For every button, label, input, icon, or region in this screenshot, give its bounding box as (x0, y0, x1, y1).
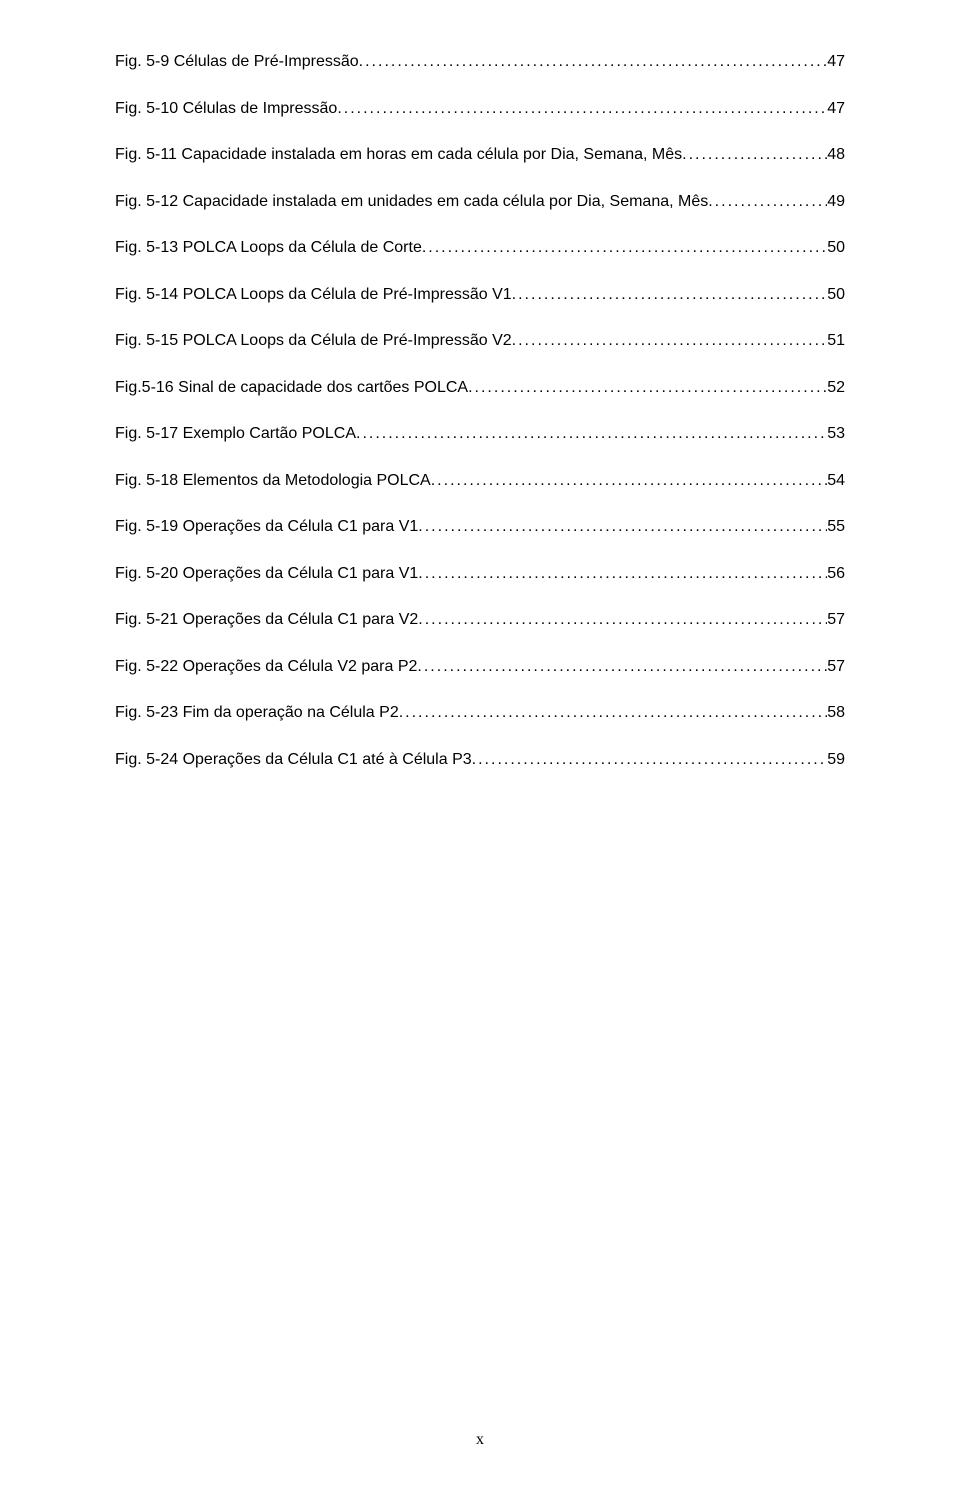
figure-entry: Fig. 5-15 POLCA Loops da Célula de Pré-I… (115, 329, 845, 353)
leader-dots (399, 701, 827, 725)
figure-page: 49 (827, 190, 845, 214)
figure-entry: Fig. 5-18 Elementos da Metodologia POLCA… (115, 469, 845, 493)
figure-label: Fig. 5-15 POLCA Loops da Célula de Pré-I… (115, 329, 512, 353)
figure-page: 50 (827, 236, 845, 260)
figure-label: Fig.5-16 Sinal de capacidade dos cartões… (115, 376, 468, 400)
figure-page: 55 (827, 515, 845, 539)
figure-label: Fig. 5-13 POLCA Loops da Célula de Corte (115, 236, 422, 260)
figure-label: Fig. 5-9 Células de Pré-Impressão (115, 50, 359, 74)
figure-page: 57 (827, 608, 845, 632)
figure-label: Fig. 5-10 Células de Impressão (115, 97, 337, 121)
figure-entry: Fig. 5-21 Operações da Célula C1 para V2… (115, 608, 845, 632)
figure-list: Fig. 5-9 Células de Pré-Impressão47Fig. … (115, 50, 845, 772)
figure-entry: Fig. 5-22 Operações da Célula V2 para P2… (115, 655, 845, 679)
figure-label: Fig. 5-11 Capacidade instalada em horas … (115, 143, 682, 167)
leader-dots (356, 422, 827, 446)
leader-dots (682, 143, 827, 167)
figure-entry: Fig. 5-14 POLCA Loops da Célula de Pré-I… (115, 283, 845, 307)
figure-entry: Fig. 5-24 Operações da Célula C1 até à C… (115, 748, 845, 772)
figure-label: Fig. 5-23 Fim da operação na Célula P2 (115, 701, 399, 725)
figure-entry: Fig. 5-11 Capacidade instalada em horas … (115, 143, 845, 167)
leader-dots (418, 515, 827, 539)
figure-page: 53 (827, 422, 845, 446)
figure-page: 57 (827, 655, 845, 679)
figure-label: Fig. 5-24 Operações da Célula C1 até à C… (115, 748, 472, 772)
figure-entry: Fig. 5-10 Células de Impressão 47 (115, 97, 845, 121)
figure-entry: Fig. 5-13 POLCA Loops da Célula de Corte… (115, 236, 845, 260)
figure-page: 50 (827, 283, 845, 307)
figure-label: Fig. 5-21 Operações da Célula C1 para V2 (115, 608, 418, 632)
figure-label: Fig. 5-14 POLCA Loops da Célula de Pré-I… (115, 283, 512, 307)
figure-page: 59 (827, 748, 845, 772)
figure-label: Fig. 5-17 Exemplo Cartão POLCA (115, 422, 356, 446)
figure-entry: Fig. 5-19 Operações da Célula C1 para V1… (115, 515, 845, 539)
leader-dots (417, 655, 827, 679)
leader-dots (708, 190, 827, 214)
leader-dots (418, 562, 827, 586)
figure-page: 48 (827, 143, 845, 167)
leader-dots (337, 97, 827, 121)
figure-entry: Fig.5-16 Sinal de capacidade dos cartões… (115, 376, 845, 400)
figure-label: Fig. 5-22 Operações da Célula V2 para P2 (115, 655, 417, 679)
figure-label: Fig. 5-19 Operações da Célula C1 para V1 (115, 515, 418, 539)
page-footer: x (0, 1431, 960, 1449)
leader-dots (512, 283, 828, 307)
figure-label: Fig. 5-18 Elementos da Metodologia POLCA (115, 469, 431, 493)
figure-entry: Fig. 5-23 Fim da operação na Célula P2 58 (115, 701, 845, 725)
figure-page: 58 (827, 701, 845, 725)
figure-page: 54 (827, 469, 845, 493)
figure-page: 47 (827, 97, 845, 121)
leader-dots (472, 748, 828, 772)
figure-page: 52 (827, 376, 845, 400)
leader-dots (431, 469, 827, 493)
figure-label: Fig. 5-12 Capacidade instalada em unidad… (115, 190, 708, 214)
leader-dots (359, 50, 828, 74)
leader-dots (418, 608, 827, 632)
leader-dots (512, 329, 828, 353)
figure-page: 47 (827, 50, 845, 74)
figure-entry: Fig. 5-20 Operações da Célula C1 para V1… (115, 562, 845, 586)
figure-entry: Fig. 5-12 Capacidade instalada em unidad… (115, 190, 845, 214)
figure-entry: Fig. 5-17 Exemplo Cartão POLCA 53 (115, 422, 845, 446)
leader-dots (468, 376, 827, 400)
leader-dots (422, 236, 827, 260)
figure-page: 51 (827, 329, 845, 353)
figure-entry: Fig. 5-9 Células de Pré-Impressão 47 (115, 50, 845, 74)
figure-page: 56 (827, 562, 845, 586)
figure-label: Fig. 5-20 Operações da Célula C1 para V1 (115, 562, 418, 586)
